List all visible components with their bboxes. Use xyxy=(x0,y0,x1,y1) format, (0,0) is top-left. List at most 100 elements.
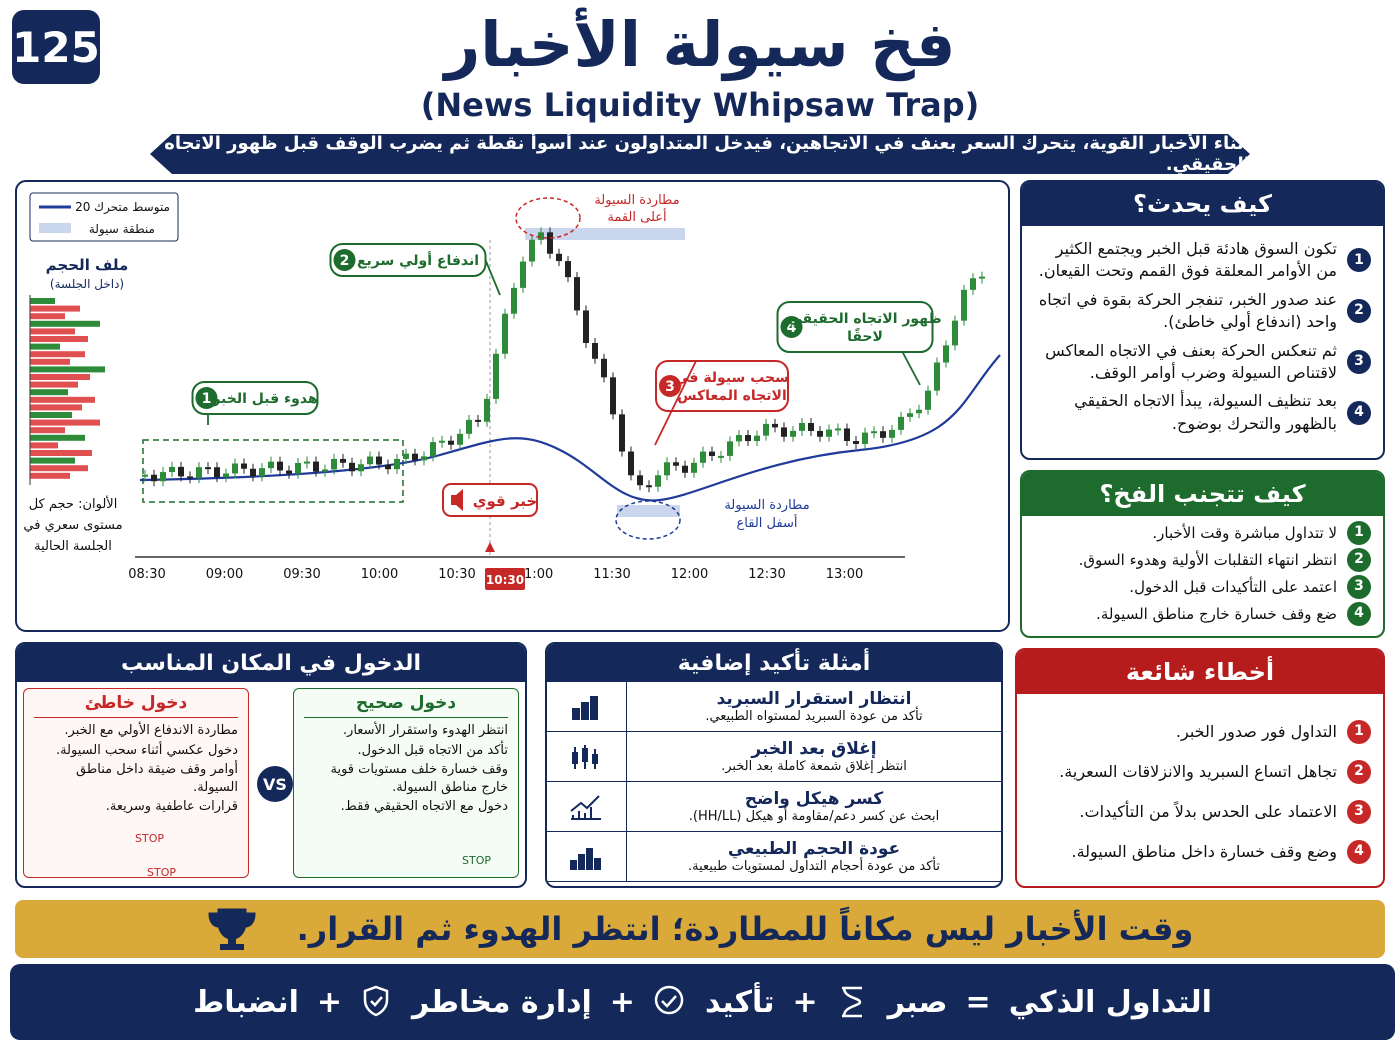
x-tick-label: 11:00 xyxy=(516,567,553,582)
item-text: ثم تنعكس الحركة بعنف في الاتجاه المعاكس … xyxy=(1045,340,1337,382)
annotation-arrow xyxy=(654,360,697,446)
entry-body: دخول خاطئ مطاردة الاندفاع الأولي مع الخبر… xyxy=(17,682,525,882)
footer-term: صبر xyxy=(887,984,948,1020)
confirm-list: انتظار استقرار السبريد تأكد من عودة السبر… xyxy=(547,682,1001,882)
candle-body xyxy=(241,463,247,469)
candle-body xyxy=(178,466,184,477)
candle-body xyxy=(295,463,301,474)
icon-shape xyxy=(363,985,389,1017)
candle-body xyxy=(142,474,148,477)
stop-label: STOP xyxy=(135,832,164,845)
item-text: اعتمد على التأكيدات قبل الدخول. xyxy=(1129,577,1337,596)
title: فخ سيولة الأخبار xyxy=(444,8,956,81)
confirm-item: انتظار استقرار السبريد تأكد من عودة السبر… xyxy=(547,682,1001,732)
volume-bar xyxy=(30,442,58,449)
confirm-icon xyxy=(569,847,601,870)
list-item: 2 تجاهل اتساع السبريد والانزلاقات السعرية… xyxy=(1029,760,1371,784)
x-tick-label: 12:00 xyxy=(671,567,708,582)
candle-body xyxy=(214,467,220,478)
candle-body xyxy=(331,458,337,470)
item-text: بعد تنظيف السيولة، يبدأ الاتجاه الحقيقي … xyxy=(1074,391,1337,433)
confirm-item-title: إغلاق بعد الخبر xyxy=(751,739,877,759)
confirm-item-text: انتظر إغلاق شمعة كاملة بعد الخبر. xyxy=(721,759,907,774)
candle-body xyxy=(664,462,670,476)
entry-box-title: دخول صحيح xyxy=(304,693,508,718)
candle-body xyxy=(835,428,841,431)
list-item: 3 ثم تنعكس الحركة بعنف في الاتجاه المعاكس… xyxy=(1034,340,1371,385)
volume-bar xyxy=(30,450,92,456)
entry-item: وقف خسارة خلف مستويات قوية خارج مناطق ال… xyxy=(330,762,509,795)
liquidity-zone xyxy=(617,505,680,517)
annotation-number-circle xyxy=(195,387,218,409)
candle-body xyxy=(160,472,166,482)
candle-body xyxy=(961,289,967,321)
avoid-header: كيف تتجنب الفخ؟ xyxy=(1022,472,1383,516)
list-item: 4 وضع وقف خسارة داخل مناطق السيولة. xyxy=(1029,840,1371,864)
candle-body xyxy=(349,462,355,472)
candle-body xyxy=(340,458,346,463)
candle-body xyxy=(583,310,589,343)
candle-body xyxy=(826,429,832,437)
volume-bar xyxy=(30,298,55,304)
list-item: 1 تكون السوق هادئة قبل الخبر ويجتمع الكثي… xyxy=(1034,238,1371,283)
footer-icon xyxy=(654,985,684,1015)
mistakes-panel: أخطاء شائعة 1 التداول فور صدور الخبر. 2 تجا… xyxy=(1015,648,1385,888)
candle-body xyxy=(412,453,418,461)
confirm-icon-cell xyxy=(547,782,627,831)
top-hunt-label: مطاردة السيولة xyxy=(594,193,679,208)
candle-body xyxy=(358,464,364,472)
candle-body xyxy=(547,232,553,254)
confirm-item: عودة الحجم الطبيعي تأكد من عودة أحجام الت… xyxy=(547,832,1001,882)
candle-body xyxy=(304,461,310,464)
candle-body xyxy=(268,461,274,469)
candle-body xyxy=(709,451,715,456)
volume-bar xyxy=(30,457,75,464)
candle-body xyxy=(763,423,769,436)
candle-body xyxy=(916,409,922,414)
candle-body xyxy=(205,467,211,470)
volume-bar xyxy=(30,404,82,411)
entry-item: تأكد من الاتجاه قبل الدخول. xyxy=(357,742,509,758)
legend-zone-swatch xyxy=(39,223,71,233)
annotation-number-circle xyxy=(333,249,356,271)
entry-box-title: دخول خاطئ xyxy=(34,693,238,718)
entry-item: مطاردة الاندفاع الأولي مع الخبر. xyxy=(64,723,238,738)
stop-label: STOP xyxy=(462,854,491,867)
quote: وقت الأخبار ليس مكاناً للمطاردة؛ انتظر ا… xyxy=(296,910,1194,948)
item-text: التداول فور صدور الخبر. xyxy=(1175,721,1337,741)
entry-item: دخول مع الاتجاه الحقيقي فقط. xyxy=(340,799,508,815)
x-tick-label: 09:30 xyxy=(283,567,320,582)
candle-body xyxy=(439,440,445,443)
candle-body xyxy=(556,253,562,262)
item-number: 1 xyxy=(1347,521,1371,545)
chart-panel: متوسط متحرك 20 منطقة سيولة ملف الحجم (داخل … xyxy=(15,180,1010,632)
item-number: 2 xyxy=(1347,299,1371,324)
banner: أثناء الأخبار القوية، يتحرك السعر بعنف ف… xyxy=(150,134,1250,174)
candle-body xyxy=(655,475,661,487)
annotation-text: اندفاع أولي سريع xyxy=(357,251,479,269)
legend-label: منطقة سيولة xyxy=(89,222,155,237)
confirm-item-title: عودة الحجم الطبيعي xyxy=(727,839,901,859)
item-number: 3 xyxy=(1347,800,1371,824)
candle-body xyxy=(313,461,319,472)
candle-body xyxy=(223,473,229,478)
calm-zone xyxy=(142,439,404,503)
volume-subtitle: (داخل الجلسة) xyxy=(50,277,124,291)
confirm-item: إغلاق بعد الخبر انتظر إغلاق شمعة كاملة بع… xyxy=(547,732,1001,782)
annotation-number: 4 xyxy=(787,320,797,336)
top-hunt-label: أعلى القمة xyxy=(607,208,666,225)
candle-body xyxy=(979,276,985,279)
confirm-header: أمثلة تأكيد إضافية xyxy=(547,644,1001,682)
candle-body xyxy=(934,362,940,391)
candle-body xyxy=(799,423,805,431)
icon-shape xyxy=(569,847,601,870)
candle-body xyxy=(574,277,580,311)
list-item: 1 التداول فور صدور الخبر. xyxy=(1029,720,1371,744)
item-number: 2 xyxy=(1347,548,1371,572)
volume-bar xyxy=(30,358,70,365)
list-item: 4 بعد تنظيف السيولة، يبدأ الاتجاه الحقيقي… xyxy=(1034,390,1371,435)
x-tick-label: 08:30 xyxy=(128,567,165,582)
volume-bar xyxy=(30,427,65,434)
moving-average xyxy=(139,354,1001,502)
